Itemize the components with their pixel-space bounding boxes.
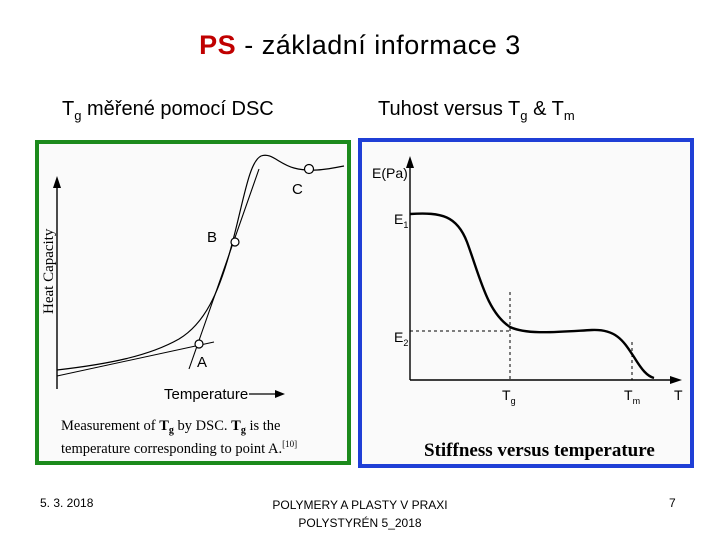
dsc-point-b-marker — [230, 237, 240, 247]
stiffness-x-label: T — [674, 387, 683, 403]
stiffness-y-arrow — [406, 156, 414, 168]
dsc-baseline-tangent — [56, 341, 215, 377]
dsc-x-label: Temperature — [164, 386, 248, 403]
right-heading-sub-m: m — [563, 108, 575, 123]
e2-label: E2 — [394, 329, 408, 348]
title-rest: - základní informace 3 — [236, 30, 521, 60]
tg-label: Tg — [502, 387, 516, 406]
right-heading-main: Tuhost versus T — [378, 98, 521, 120]
dsc-point-c-marker — [303, 163, 315, 175]
left-heading: Tg měřené pomocí DSC — [62, 98, 274, 123]
left-heading-t: T — [62, 98, 75, 120]
dsc-caption-line1: Measurement of Tg by DSC. Tg is the — [61, 418, 280, 436]
stiffness-curve — [409, 212, 655, 380]
dsc-inflection-tangent — [188, 168, 260, 370]
dsc-caption-line2: temperature corresponding to point A.[10… — [61, 439, 297, 457]
dsc-point-a-marker — [194, 339, 204, 349]
slide-title: PS - základní informace 3 — [0, 30, 720, 61]
right-heading: Tuhost versus Tg & Tm — [378, 98, 575, 123]
dsc-y-label: Heat Capacity — [41, 228, 57, 314]
right-heading-mid: & T — [527, 98, 564, 120]
footer-center-line2: POLYSTYRÉN 5_2018 — [298, 516, 422, 530]
left-heading-rest: měřené pomocí DSC — [81, 98, 274, 120]
left-heading-sub: g — [74, 108, 82, 123]
footer-center-line1: POLYMERY A PLASTY V PRAXI — [272, 498, 448, 512]
stiffness-figure-panel: E(Pa) E1 E2 Tg Tm T Stiffness versus tem… — [358, 138, 694, 468]
stiffness-caption: Stiffness versus temperature — [424, 440, 655, 461]
footer-center: POLYMERY A PLASTY V PRAXI POLYSTYRÉN 5_2… — [230, 496, 490, 532]
dsc-point-a-label: A — [197, 354, 207, 371]
footer-page-number: 7 — [669, 496, 676, 510]
right-heading-sub-g: g — [520, 108, 528, 123]
stiffness-y-label: E(Pa) — [372, 165, 408, 181]
dsc-point-c-label: C — [292, 181, 303, 198]
dsc-diagram: Heat Capacity Temperature A B C Measurem… — [41, 154, 345, 457]
tm-label: Tm — [624, 387, 640, 406]
footer-date: 5. 3. 2018 — [40, 496, 94, 510]
stiffness-x-arrow — [670, 376, 682, 384]
e1-label: E1 — [394, 211, 408, 230]
stiffness-diagram: E(Pa) E1 E2 Tg Tm T Stiffness versus tem… — [372, 156, 683, 461]
title-ps: PS — [199, 30, 237, 60]
dsc-y-arrow — [53, 176, 61, 188]
dsc-figure-panel: Heat Capacity Temperature A B C Measurem… — [35, 140, 351, 465]
dsc-heat-capacity-curve — [56, 154, 345, 371]
dsc-point-b-label: B — [207, 229, 217, 246]
dsc-x-arrow — [275, 390, 285, 398]
